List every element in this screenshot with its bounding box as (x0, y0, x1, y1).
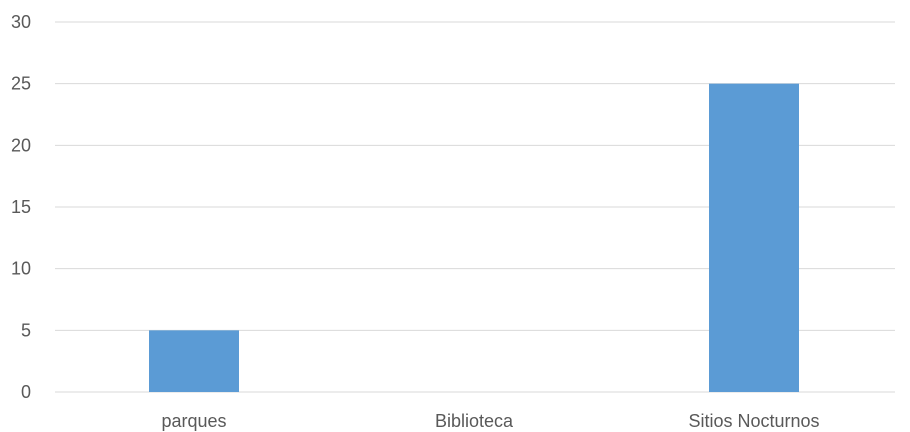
y-axis-ticks: 0 5 10 15 20 25 30 (11, 12, 31, 402)
y-tick-label: 5 (21, 320, 31, 340)
bar-parques (149, 330, 239, 392)
y-tick-label: 25 (11, 74, 31, 94)
y-tick-label: 15 (11, 197, 31, 217)
x-category-label: Sitios Nocturnos (688, 411, 819, 431)
bar-sitios-nocturnos (709, 83, 799, 393)
x-category-label: Biblioteca (435, 411, 514, 431)
y-tick-label: 10 (11, 259, 31, 279)
x-axis-labels: parques Biblioteca Sitios Nocturnos (161, 411, 819, 431)
y-tick-label: 0 (21, 382, 31, 402)
bars (149, 83, 799, 393)
y-tick-label: 20 (11, 135, 31, 155)
x-category-label: parques (161, 411, 226, 431)
y-tick-label: 30 (11, 12, 31, 32)
